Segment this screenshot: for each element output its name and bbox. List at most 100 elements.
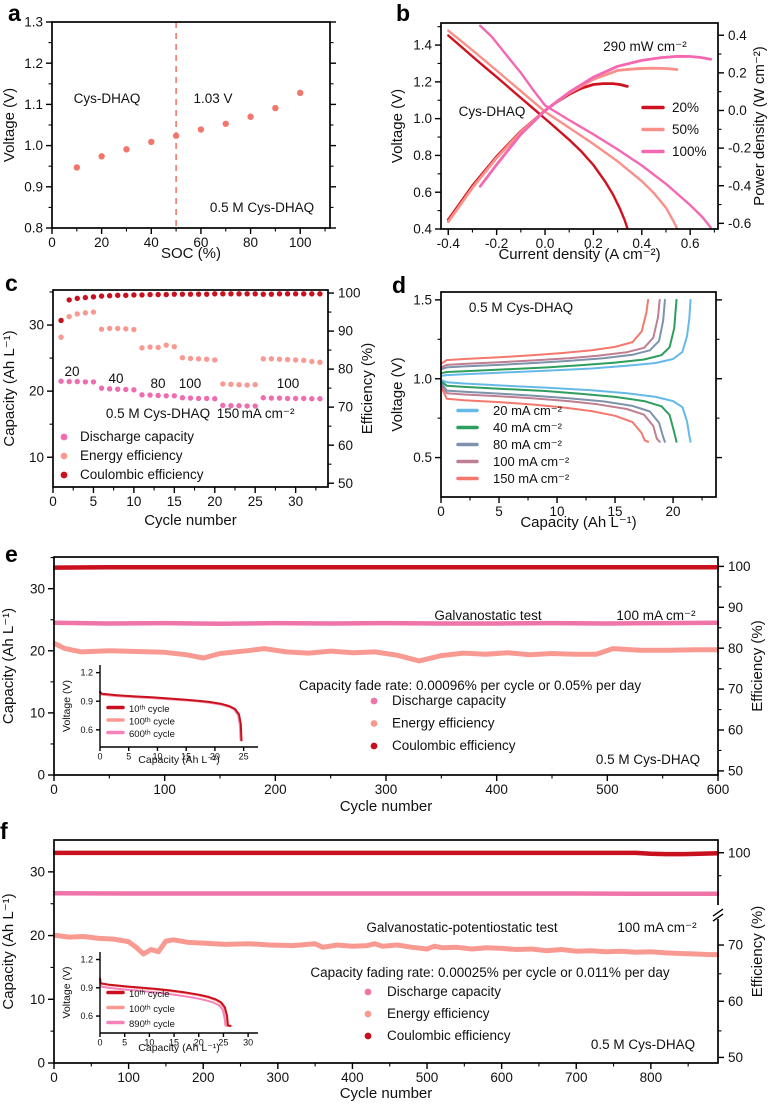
chart-e: 0 100 200 300 400 500 60001020305060708090100C… bbox=[0, 556, 766, 815]
legend: Discharge capacity Energy efficiency Coulo… bbox=[370, 693, 516, 753]
y-tick-label: 0.6 bbox=[80, 1011, 93, 1021]
y-right-axis-title: Efficiency (%) bbox=[359, 343, 376, 434]
panel-letter-c: c bbox=[5, 270, 18, 296]
annotation: 40 bbox=[108, 371, 123, 386]
y-right-tick-label: 70 bbox=[728, 938, 743, 953]
y-right-tick-label: 90 bbox=[338, 324, 353, 339]
legend-marker-dot bbox=[364, 988, 372, 996]
annotation: 20 bbox=[64, 364, 79, 379]
y-right-tick-label: 100 bbox=[338, 286, 361, 301]
y-tick-label: 30 bbox=[29, 318, 44, 333]
series-discharge-20 bbox=[440, 379, 692, 443]
legend-marker-dot bbox=[60, 471, 68, 479]
series-discharge-100 bbox=[440, 383, 661, 443]
x-tick-label: 0 bbox=[49, 494, 57, 509]
x-tick-label: 0.0 bbox=[536, 236, 555, 251]
chart-f: 0 100 200 300 400 500 600 700 800010203010070605… bbox=[0, 839, 766, 1102]
x-tick-label: 10 bbox=[144, 1038, 154, 1048]
legend-marker-dot bbox=[364, 1032, 372, 1040]
legend-item-100-cycle: 100ᵗʰ cycle bbox=[106, 1004, 175, 1015]
y-right-axis-title: Power density (W cm⁻²) bbox=[751, 46, 768, 206]
y-axis-title: Capacity (Ah L⁻¹) bbox=[1, 330, 18, 446]
x-tick-label: 300 bbox=[375, 782, 398, 797]
y-axis-title: Voltage (V) bbox=[389, 357, 406, 431]
y-tick-label: 0.9 bbox=[24, 179, 43, 194]
x-tick-label: 25 bbox=[218, 1038, 228, 1048]
series-charge-80 bbox=[440, 298, 666, 371]
y-tick-label: 1.2 bbox=[80, 668, 93, 678]
legend-item-10-cycle: 10ᵗʰ cycle bbox=[106, 989, 170, 1000]
series-cycle-10 bbox=[99, 690, 243, 742]
legend-label: 100ᵗʰ cycle bbox=[129, 1004, 175, 1015]
y-tick-label: 0 bbox=[37, 1056, 45, 1071]
y-right-axis-title: Efficiency (%) bbox=[749, 906, 766, 997]
series-layer bbox=[53, 564, 719, 664]
legend-item-890-cycle: 890ᵗʰ cycle bbox=[106, 1019, 175, 1030]
chart-a: 0 20 40 60 80 100 0.8 0.9 1.0 1.1 1.2 1.3 SOC (%) Vol… bbox=[1, 15, 336, 262]
legend-label: 20 mA cm⁻² bbox=[493, 403, 563, 418]
legend-label: 40 mA cm⁻² bbox=[493, 420, 563, 435]
x-tick-label: 25 bbox=[248, 494, 263, 509]
legend-item-50%: 50% bbox=[641, 122, 699, 137]
legend-item-energy-efficiency: Energy efficiency bbox=[370, 716, 495, 731]
y-right-tick-label: 0.0 bbox=[728, 103, 747, 118]
series-voltage-soc100 bbox=[478, 24, 712, 229]
legend-marker-dot bbox=[370, 720, 378, 727]
series-layer bbox=[440, 298, 692, 443]
y-right-tick-label: 50 bbox=[338, 476, 353, 491]
x-tick-label: 5 bbox=[122, 1038, 127, 1048]
legend-item-discharge-capacity: Discharge capacity bbox=[364, 984, 501, 999]
y-tick-label: 1.2 bbox=[80, 955, 93, 965]
legend-label: Coulombic efficiency bbox=[80, 467, 204, 482]
series-discharge-capacity bbox=[58, 378, 323, 409]
x-tick-label: 0.4 bbox=[632, 236, 651, 251]
chart-c: 0 5 10 15 20 25 30 10 20 30 50 60 70 80 90 100 Cycle num… bbox=[1, 286, 376, 529]
series-voltage-soc50 bbox=[447, 29, 679, 230]
y-axis-title: Voltage (V) bbox=[1, 88, 18, 162]
y-axis-title: Voltage (V) bbox=[61, 680, 73, 732]
series-discharge-40 bbox=[440, 380, 678, 443]
series-energy-efficiency bbox=[58, 309, 323, 388]
y-tick-label: 1.2 bbox=[24, 56, 43, 71]
legend-item-10-cycle: 10ᵗʰ cycle bbox=[106, 704, 170, 715]
series-coulombic-efficiency bbox=[58, 291, 323, 324]
legend-item-20-ma-cm-: 20 mA cm⁻² bbox=[456, 403, 563, 418]
y-tick-label: 0.9 bbox=[80, 696, 93, 706]
annotation: 80 bbox=[150, 376, 165, 391]
x-tick-label: 200 bbox=[192, 1070, 215, 1085]
y-tick-label: 0.6 bbox=[80, 725, 93, 735]
x-tick-label: 20 bbox=[194, 1038, 204, 1048]
legend-label: 10ᵗʰ cycle bbox=[129, 704, 170, 715]
x-tick-label: 400 bbox=[341, 1070, 364, 1085]
annotation: 1.03 V bbox=[193, 91, 232, 106]
x-tick-label: 0 bbox=[50, 782, 58, 797]
legend-marker-dot bbox=[60, 452, 68, 460]
legend-label: Discharge capacity bbox=[392, 693, 506, 708]
x-axis-title: SOC (%) bbox=[161, 245, 221, 262]
annotation: mA cm⁻² bbox=[242, 406, 295, 421]
legend-item-150-ma-cm-: 150 mA cm⁻² bbox=[456, 471, 570, 486]
y-tick-label: 10 bbox=[30, 992, 45, 1007]
chart-e_inset: 0 5 10 15 20 25 0.6 0.9 1.2 Capacity (Ah L⁻¹) Volt… bbox=[61, 665, 258, 766]
x-tick-label: 10 bbox=[152, 752, 162, 762]
x-axis-title: Current density (A cm⁻²) bbox=[498, 246, 660, 263]
y-tick-label: 1.5 bbox=[413, 292, 432, 307]
x-tick-label: 0.2 bbox=[584, 236, 603, 251]
y-tick-label: 1.0 bbox=[24, 138, 43, 153]
y-tick-label: 10 bbox=[29, 450, 44, 465]
x-tick-label: 100 bbox=[153, 782, 176, 797]
y-right-tick-label: 80 bbox=[338, 362, 353, 377]
series-power-soc50 bbox=[446, 66, 679, 224]
y-right-tick-label: 60 bbox=[728, 994, 743, 1009]
series-layer bbox=[99, 690, 243, 742]
y-right-tick-label: 0.4 bbox=[728, 28, 747, 43]
x-tick-label: 25 bbox=[239, 752, 249, 762]
legend-item-100-ma-cm-: 100 mA cm⁻² bbox=[456, 454, 570, 469]
x-tick-label: 60 bbox=[193, 235, 208, 250]
y-axis-title: Voltage (V) bbox=[61, 967, 73, 1019]
x-tick-label: 0 bbox=[97, 752, 102, 762]
legend-item-coulombic-efficiency: Coulombic efficiency bbox=[60, 467, 204, 482]
y-tick-label: 0 bbox=[37, 768, 45, 783]
legend-marker-dot bbox=[370, 697, 378, 705]
